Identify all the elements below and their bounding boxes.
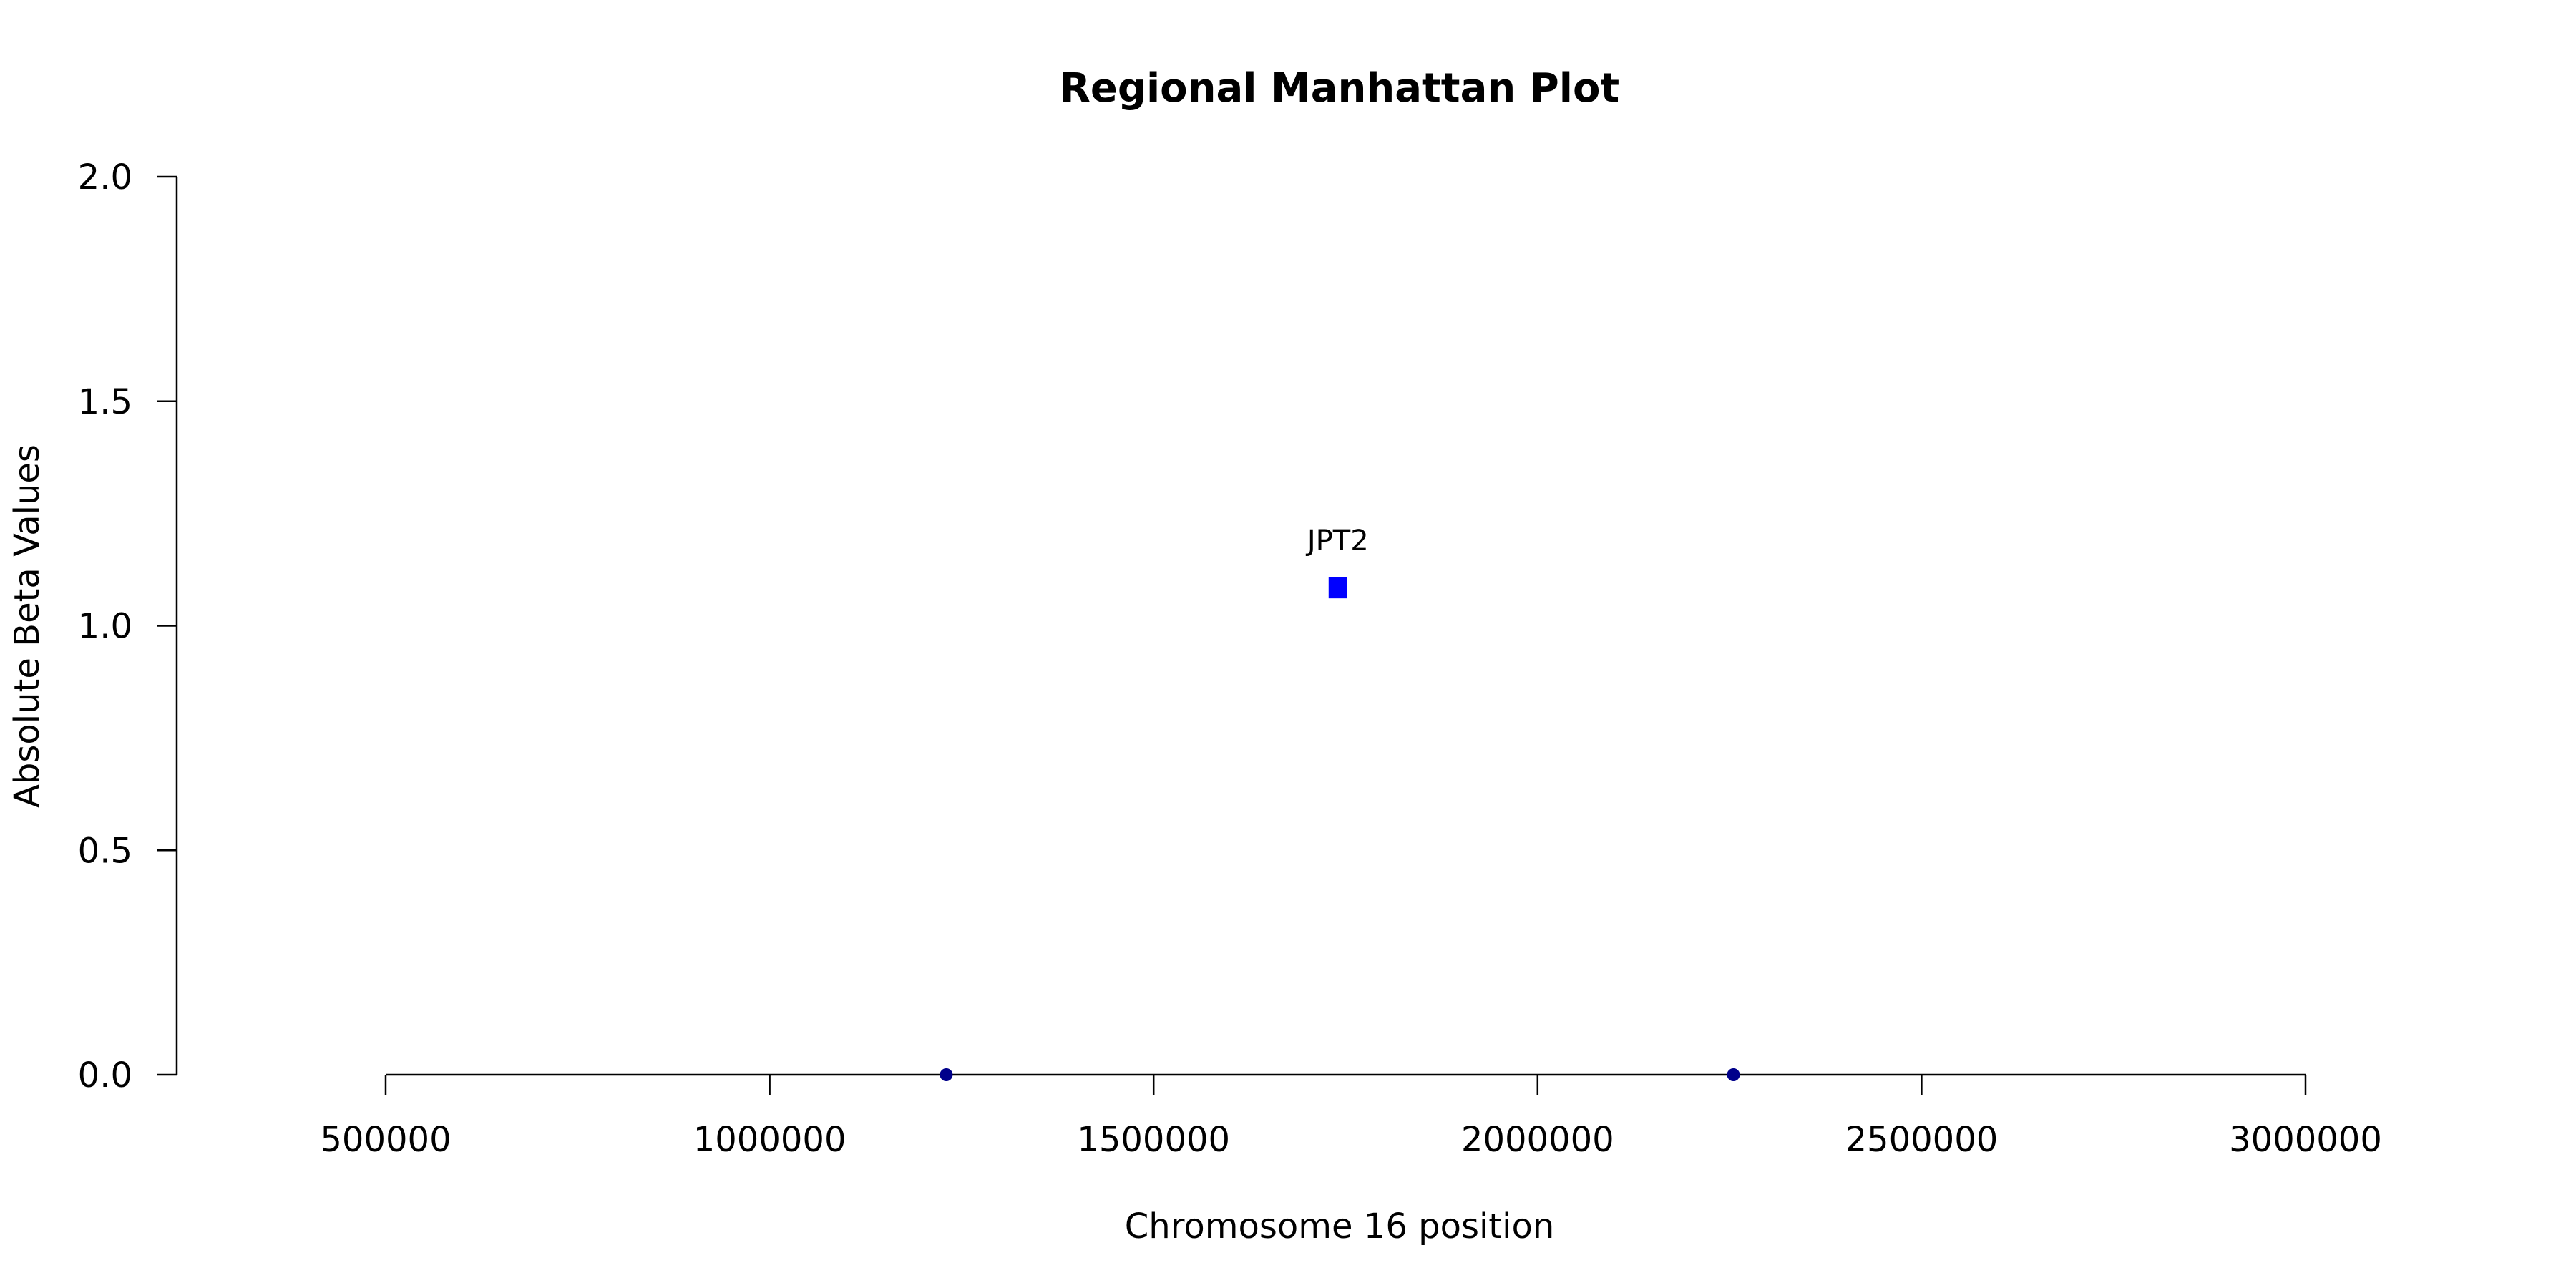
data-point-circle [1727, 1068, 1740, 1081]
data-points: JPT2 [940, 525, 1740, 1081]
chart-title: Regional Manhattan Plot [1060, 65, 1619, 112]
x-tick-label: 500000 [320, 1120, 451, 1160]
x-tick-label: 2000000 [1461, 1120, 1614, 1160]
x-tick-label: 1000000 [693, 1120, 847, 1160]
y-tick-label: 1.5 [78, 382, 132, 422]
x-tick-label: 3000000 [2229, 1120, 2382, 1160]
y-tick-label: 0.0 [78, 1055, 132, 1096]
x-tick-label: 1500000 [1077, 1120, 1230, 1160]
y-tick-label: 1.0 [78, 607, 132, 647]
x-axis-label: Chromosome 16 position [1125, 1206, 1555, 1246]
y-tick-label: 0.5 [78, 831, 132, 871]
data-point-square [1328, 577, 1347, 599]
x-tick-label: 2500000 [1845, 1120, 1999, 1160]
y-axis-label: Absolute Beta Values [7, 444, 47, 808]
point-label: JPT2 [1305, 525, 1369, 557]
y-tick-label: 2.0 [78, 157, 132, 197]
data-point-circle [940, 1068, 953, 1081]
axes: 0.0 0.5 1.0 1.5 2.0 500000 1000000 1500000 20000… [78, 157, 2382, 1160]
